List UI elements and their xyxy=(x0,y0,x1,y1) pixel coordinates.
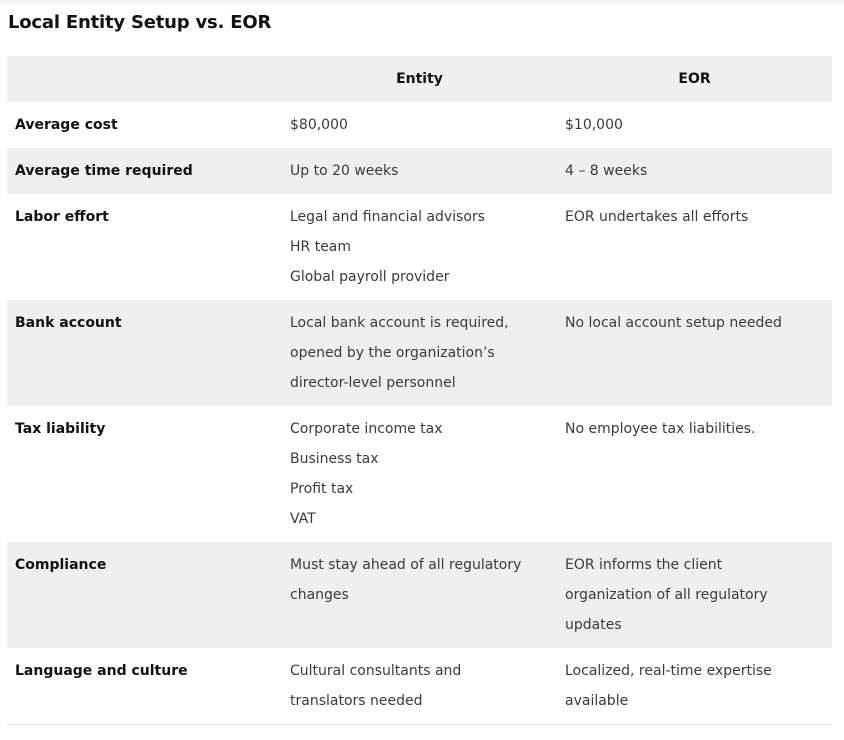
entity-cell: Cultural consultants and translators need… xyxy=(282,648,557,725)
entity-cell-line: HR team xyxy=(290,239,352,255)
entity-cell: Legal and financial advisors HR team Globa… xyxy=(282,194,557,300)
entity-cell-line: $80,000 xyxy=(290,117,348,133)
entity-cell: $80,000 xyxy=(282,102,557,148)
header-eor: EOR xyxy=(678,71,711,87)
row-label: Labor effort xyxy=(15,209,109,225)
eor-cell: No local account setup needed xyxy=(557,300,832,406)
table-row: Compliance Must stay ahead of all regulat… xyxy=(7,542,832,648)
eor-cell-line: available xyxy=(565,693,629,709)
row-label: Average time required xyxy=(15,163,193,179)
entity-cell-line: Cultural consultants and xyxy=(290,663,462,679)
table-body: Average cost $80,000 $10,000 Average time r… xyxy=(7,102,832,725)
page-title: Local Entity Setup vs. EOR xyxy=(8,12,272,33)
entity-cell-line: Profit tax xyxy=(290,481,354,497)
header-entity: Entity xyxy=(396,71,443,87)
header-empty xyxy=(7,56,282,102)
top-divider xyxy=(0,0,844,4)
eor-cell: Localized, real-time expertise available xyxy=(557,648,832,725)
eor-cell-line: EOR informs the client xyxy=(565,557,723,573)
entity-cell-line: director-level personnel xyxy=(290,375,456,391)
row-label: Bank account xyxy=(15,315,122,331)
table-row: Labor effort Legal and financial advisors… xyxy=(7,194,832,300)
eor-cell-line: 4 – 8 weeks xyxy=(565,163,648,179)
entity-cell: Corporate income tax Business tax Profit t… xyxy=(282,406,557,542)
entity-cell-line: translators needed xyxy=(290,693,423,709)
entity-cell-line: Global payroll provider xyxy=(290,269,450,285)
eor-cell-line: No local account setup needed xyxy=(565,315,782,331)
eor-cell-line: organization of all regulatory xyxy=(565,587,768,603)
eor-cell-line: EOR undertakes all efforts xyxy=(565,209,749,225)
comparison-table: Entity EOR Average cost $80,000 $10,000 Ave… xyxy=(7,56,832,725)
entity-cell-line: Must stay ahead of all regulatory xyxy=(290,557,522,573)
table-row: Average cost $80,000 $10,000 xyxy=(7,102,832,148)
entity-cell: Must stay ahead of all regulatory changes xyxy=(282,542,557,648)
eor-cell: EOR undertakes all efforts xyxy=(557,194,832,300)
entity-cell-line: Corporate income tax xyxy=(290,421,443,437)
table-row: Bank account Local bank account is requir… xyxy=(7,300,832,406)
row-label: Compliance xyxy=(15,557,107,573)
eor-cell-line: $10,000 xyxy=(565,117,623,133)
entity-cell-line: Business tax xyxy=(290,451,379,467)
entity-cell: Local bank account is required, opened by… xyxy=(282,300,557,406)
entity-cell: Up to 20 weeks xyxy=(282,148,557,194)
entity-cell-line: Local bank account is required, xyxy=(290,315,509,331)
entity-cell-line: VAT xyxy=(290,511,316,527)
table-header-row: Entity EOR xyxy=(7,56,832,102)
table-row: Tax liability Corporate income tax Busines… xyxy=(7,406,832,542)
entity-cell-line: Up to 20 weeks xyxy=(290,163,399,179)
eor-cell: No employee tax liabilities. xyxy=(557,406,832,542)
entity-cell-line: changes xyxy=(290,587,349,603)
eor-cell: 4 – 8 weeks xyxy=(557,148,832,194)
eor-cell-line: No employee tax liabilities. xyxy=(565,421,756,437)
row-label: Language and culture xyxy=(15,663,188,679)
eor-cell-line: updates xyxy=(565,617,622,633)
eor-cell: EOR informs the client organization of al… xyxy=(557,542,832,648)
eor-cell: $10,000 xyxy=(557,102,832,148)
table-row: Average time required Up to 20 weeks 4 – 8… xyxy=(7,148,832,194)
entity-cell-line: Legal and financial advisors xyxy=(290,209,485,225)
eor-cell-line: Localized, real-time expertise xyxy=(565,663,772,679)
row-label: Tax liability xyxy=(15,421,106,437)
table-row: Language and culture Cultural consultants… xyxy=(7,648,832,725)
entity-cell-line: opened by the organization’s xyxy=(290,345,495,361)
row-label: Average cost xyxy=(15,117,118,133)
